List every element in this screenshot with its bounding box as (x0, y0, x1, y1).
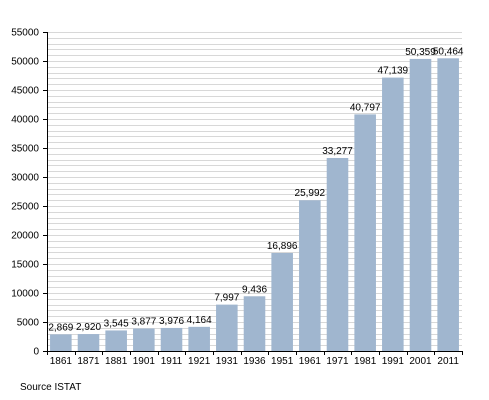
data-label: 16,896 (267, 241, 298, 252)
x-tick-label: 1951 (271, 356, 294, 367)
y-tick-label: 45000 (11, 86, 39, 97)
x-tick-label: 1881 (105, 356, 128, 367)
x-tick-labels: 1861 1871 1881 1901 1911 1921 1931 1936 1951 1961… (50, 356, 460, 367)
x-tick-label: 1911 (161, 356, 183, 367)
x-tick-label: 2001 (409, 356, 432, 367)
bar (105, 330, 127, 351)
bar (354, 114, 376, 351)
bar (243, 296, 266, 351)
y-tick-label: 0 (33, 347, 39, 358)
data-label: 3,877 (131, 317, 156, 328)
bar (409, 58, 432, 352)
data-label: 4,164 (187, 315, 212, 326)
axes (47, 32, 463, 355)
data-label: 9,436 (242, 284, 267, 295)
bar (382, 77, 404, 351)
data-labels: 2,869 2,920 3,545 3,877 3,976 4,1647,9979,436… (48, 46, 464, 333)
source-note: Source ISTAT (20, 382, 82, 393)
bar (271, 253, 293, 351)
bar (160, 327, 183, 351)
bar (188, 326, 210, 351)
x-tick-label: 2011 (437, 356, 459, 367)
y-tick-label: 40000 (11, 115, 39, 126)
bar (437, 58, 459, 351)
data-label: 50,359 (405, 47, 436, 58)
x-tick-label: 1931 (216, 356, 239, 367)
x-tick-label: 1936 (243, 356, 266, 367)
bar (216, 304, 238, 351)
data-label: 47,139 (378, 66, 409, 77)
x-tick-label: 1971 (326, 356, 349, 367)
data-label: 2,920 (76, 322, 101, 333)
y-tick-label: 10000 (11, 289, 39, 300)
y-tick-label: 30000 (11, 173, 39, 184)
y-tick-label: 35000 (11, 144, 39, 155)
y-tick-label: 20000 (11, 231, 39, 242)
x-tick-label: 1991 (382, 356, 405, 367)
data-label: 3,976 (159, 316, 184, 327)
x-tick-label: 1921 (188, 356, 211, 367)
bar (326, 157, 349, 351)
x-tick-label: 1861 (50, 356, 73, 367)
data-label: 50,464 (433, 46, 464, 57)
x-tick-label: 1901 (133, 356, 156, 367)
y-tick-label: 55000 (11, 28, 39, 39)
x-tick-label: 1981 (354, 356, 377, 367)
data-label: 33,277 (322, 146, 353, 157)
data-label: 3,545 (104, 318, 129, 329)
y-tick-label: 5000 (17, 318, 40, 329)
data-label: 25,992 (295, 188, 326, 199)
x-tick-label: 1961 (299, 356, 322, 367)
bar (50, 334, 72, 351)
bar (133, 328, 155, 351)
y-tick-labels: 0 5000 10000 15000 20000 25000 30000 35000 40000… (11, 28, 47, 358)
y-tick-label: 50000 (11, 57, 39, 68)
x-tick-label: 1871 (77, 356, 100, 367)
data-label: 40,797 (350, 102, 381, 113)
data-label: 2,869 (48, 322, 73, 333)
y-tick-label: 25000 (11, 202, 39, 213)
bar (299, 200, 321, 351)
bars (50, 58, 459, 352)
y-tick-label: 15000 (11, 260, 39, 271)
bar (77, 334, 100, 351)
data-label: 7,997 (214, 293, 239, 304)
